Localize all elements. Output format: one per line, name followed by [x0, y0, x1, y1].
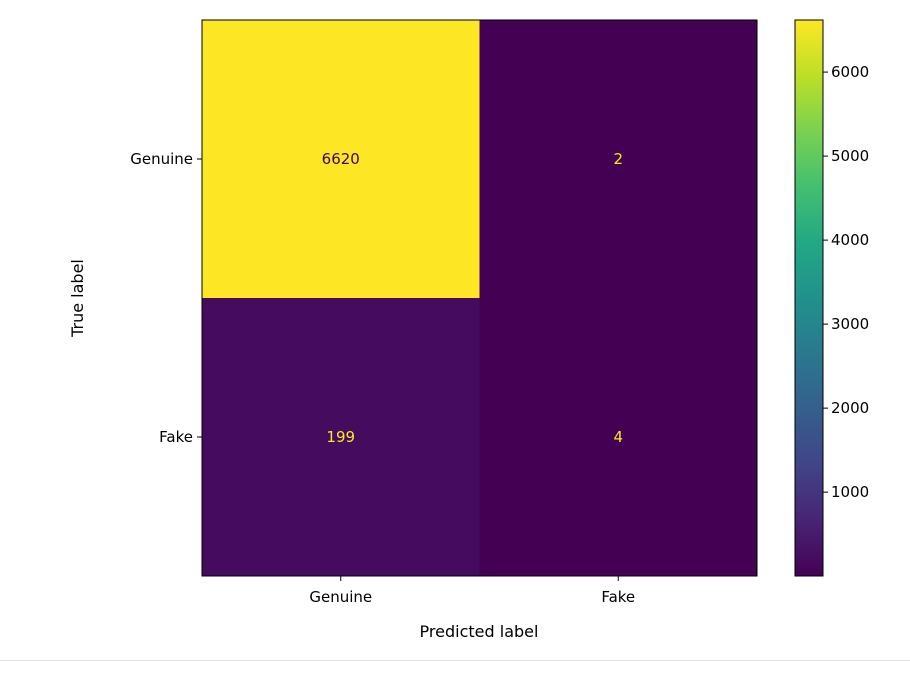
colorbar-tick-label: 1000	[831, 483, 869, 501]
output-divider	[0, 660, 910, 661]
confusion-matrix-chart: 6620 2 199 4 Genuine Fake Genuine Fake Predic…	[68, 19, 869, 641]
colorbar-tick-label: 2000	[831, 399, 869, 417]
cell-value-labels: 6620 2 199 4	[322, 150, 623, 446]
cell-value-label: 6620	[322, 150, 360, 168]
colorbar-tick-label: 6000	[831, 63, 869, 81]
cell-value-label: 4	[613, 428, 623, 446]
colorbar-tick-label: 4000	[831, 231, 869, 249]
colorbar-tick-label: 5000	[831, 147, 869, 165]
x-axis-ticks: Genuine Fake	[309, 576, 635, 606]
x-tick-label: Fake	[601, 588, 635, 606]
colorbar	[794, 19, 824, 577]
y-axis-label: True label	[68, 259, 87, 338]
x-axis-label: Predicted label	[420, 622, 539, 641]
heatmap-cell	[479, 298, 757, 576]
plot-frame	[201, 19, 758, 577]
colorbar-ticks: 1000 2000 3000 4000 5000 6000	[823, 63, 869, 501]
y-axis-ticks: Genuine Fake	[130, 150, 202, 446]
x-tick-label: Genuine	[309, 588, 372, 606]
y-tick-label: Fake	[159, 428, 193, 446]
heatmap-cell	[202, 20, 480, 298]
colorbar-tick-label: 3000	[831, 315, 869, 333]
cell-value-label: 199	[326, 428, 355, 446]
y-tick-label: Genuine	[130, 150, 193, 168]
heatmap-cell	[202, 298, 480, 576]
heatmap-cells	[202, 20, 757, 576]
heatmap-cell	[479, 20, 757, 298]
cell-value-label: 2	[613, 150, 623, 168]
